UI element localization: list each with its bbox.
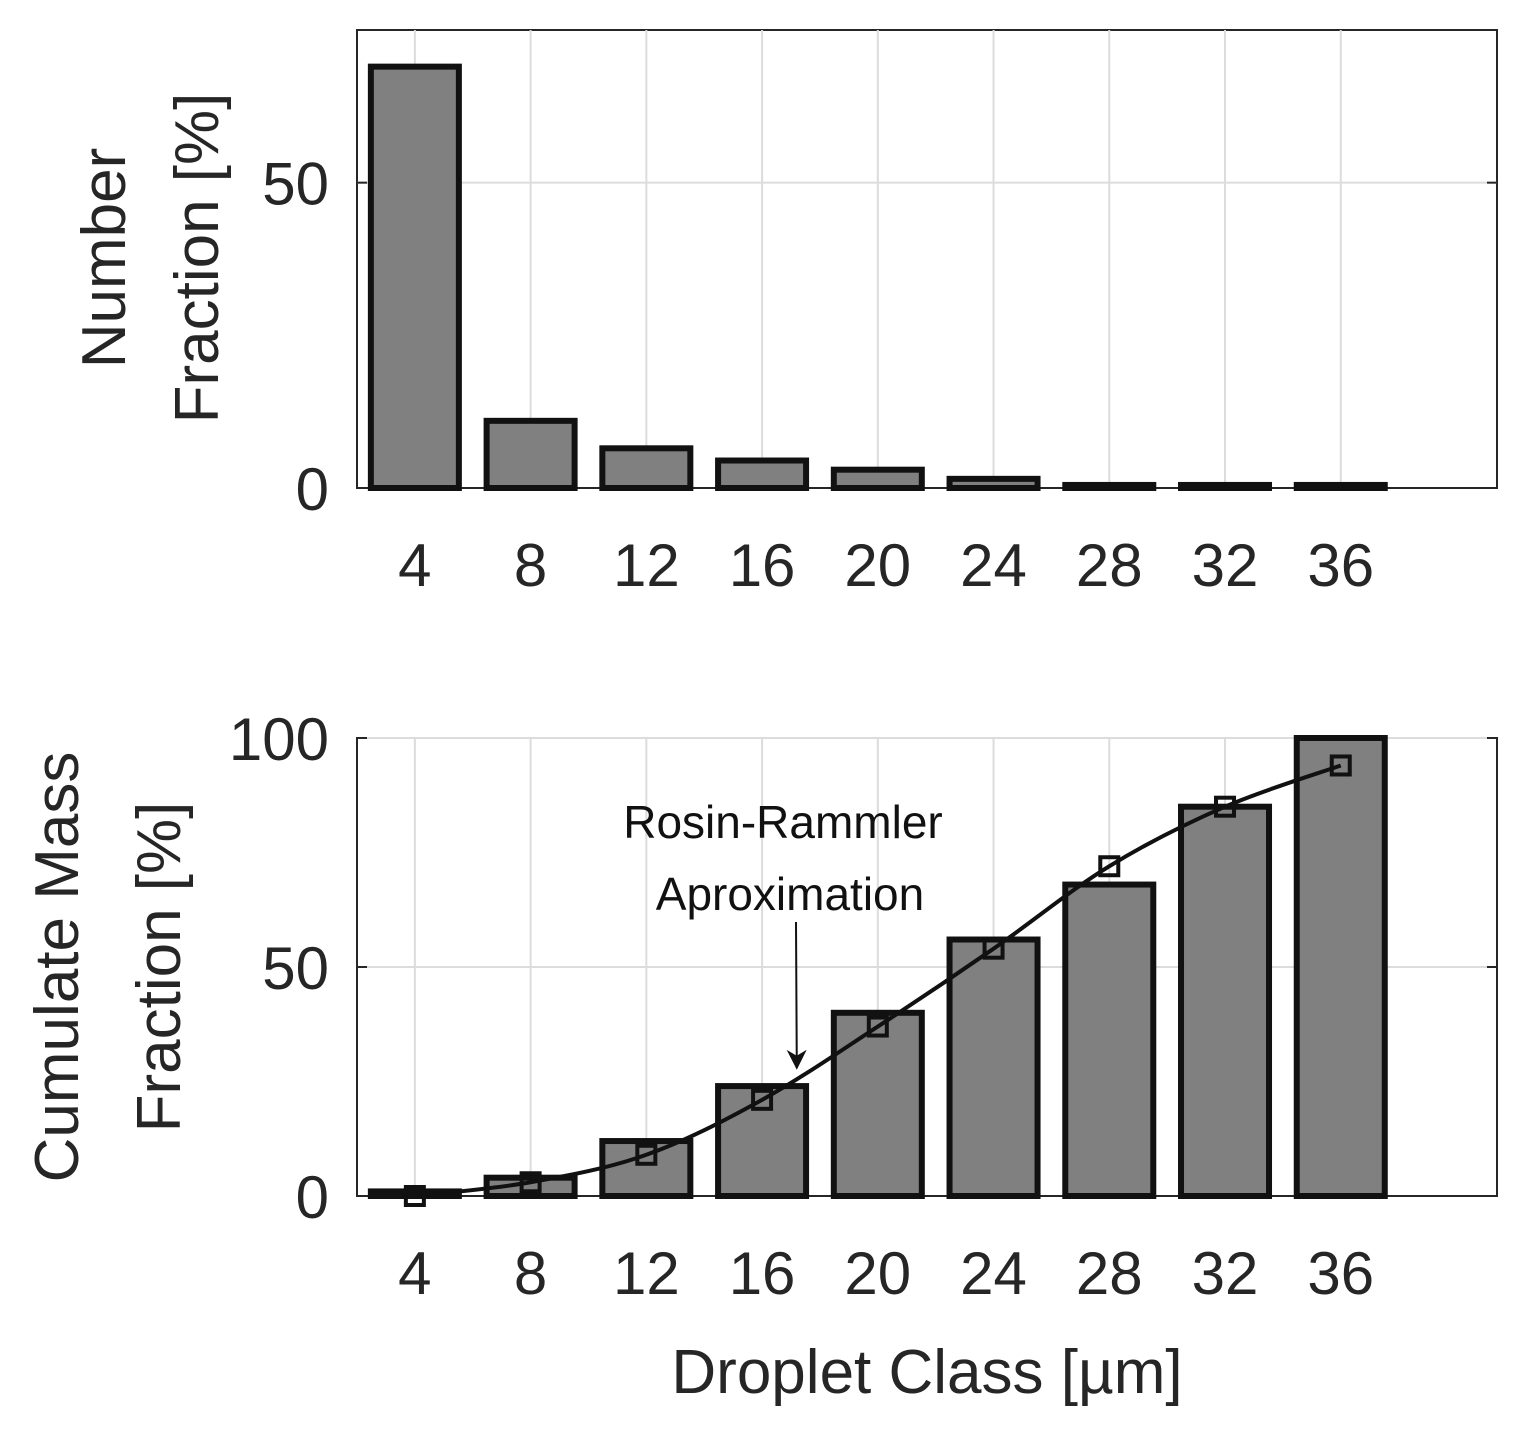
x-tick-label: 16 xyxy=(729,1240,796,1307)
bar xyxy=(715,457,810,491)
x-tick-label: 20 xyxy=(844,1240,911,1307)
line-marker xyxy=(403,1185,426,1207)
y-axis-title-line-2: Fraction [%] xyxy=(163,93,232,424)
y-tick-label: 100 xyxy=(229,706,329,773)
y-tick-label: 0 xyxy=(296,456,329,523)
bar xyxy=(367,63,462,491)
x-tick-label: 4 xyxy=(398,532,431,599)
line-marker xyxy=(866,1015,889,1038)
line-marker xyxy=(519,1171,542,1194)
x-tick-label: 24 xyxy=(960,532,1027,599)
line-marker xyxy=(635,1143,658,1166)
bar xyxy=(830,466,925,491)
bar xyxy=(830,1009,925,1199)
y-axis-title-line-1: Number xyxy=(70,148,139,369)
x-tick-label: 28 xyxy=(1076,532,1143,599)
y-tick-label: 50 xyxy=(262,151,329,218)
line-marker xyxy=(751,1088,774,1111)
x-tick-label: 8 xyxy=(514,532,547,599)
x-axis-title: Droplet Class [µm] xyxy=(671,1338,1182,1407)
bar xyxy=(1062,881,1157,1199)
annotation: Rosin-Rammler Aproximation xyxy=(623,796,943,1070)
bar xyxy=(1293,735,1388,1199)
series-line xyxy=(414,763,1342,1198)
bar xyxy=(483,417,578,491)
y-axis-title-line-2: Fraction [%] xyxy=(125,802,194,1133)
bar xyxy=(599,1138,694,1200)
x-tick-label: 16 xyxy=(729,532,796,599)
y-tick-labels: 0 50 100 xyxy=(229,706,1497,1231)
bar xyxy=(1178,481,1273,491)
y-tick-label: 0 xyxy=(296,1164,329,1231)
x-tick-label: 8 xyxy=(514,1240,547,1307)
x-tick-label: 36 xyxy=(1307,1240,1374,1307)
x-tick-label: 4 xyxy=(398,1240,431,1307)
x-tick-labels: 4 8 12 16 20 24 28 32 36 xyxy=(398,1240,1374,1307)
x-tick-label: 12 xyxy=(613,1240,680,1307)
plot-area xyxy=(356,29,1498,489)
annotation-line-2: Aproximation xyxy=(656,868,924,920)
x-tick-label: 32 xyxy=(1192,1240,1259,1307)
line-marker xyxy=(1098,855,1121,878)
bar xyxy=(1178,803,1273,1199)
x-tick-label: 20 xyxy=(844,532,911,599)
line-marker xyxy=(982,937,1005,960)
annotation-arrow xyxy=(786,921,807,1070)
y-axis-title-line-1: Cumulate Mass xyxy=(23,752,92,1183)
y-tick-label: 50 xyxy=(262,935,329,1002)
bars xyxy=(367,63,1388,492)
y-tick-labels: 0 50 xyxy=(262,151,1497,523)
bar xyxy=(1293,481,1388,491)
bar xyxy=(946,936,1041,1200)
x-tick-label: 28 xyxy=(1076,1240,1143,1307)
bar xyxy=(599,445,694,492)
bar xyxy=(1062,481,1157,491)
x-tick-label: 32 xyxy=(1192,532,1259,599)
x-tick-label: 36 xyxy=(1307,532,1374,599)
x-tick-label: 12 xyxy=(613,532,680,599)
cumulative-mass-fraction-chart: 4 8 12 16 20 24 28 32 36 0 50 100 Cumulate Mass Fr… xyxy=(23,706,1498,1407)
line-marker xyxy=(1329,754,1352,777)
bar xyxy=(715,1083,810,1199)
x-tick-labels: 4 8 12 16 20 24 28 32 36 xyxy=(398,532,1374,599)
number-fraction-chart: 4 8 12 16 20 24 28 32 36 0 50 Number Fraction [%] xyxy=(70,29,1498,599)
rosin-rammler-line xyxy=(403,754,1352,1207)
bar xyxy=(946,475,1041,491)
x-tick-label: 24 xyxy=(960,1240,1027,1307)
line-marker xyxy=(1214,795,1237,818)
annotation-line-1: Rosin-Rammler xyxy=(623,796,942,848)
